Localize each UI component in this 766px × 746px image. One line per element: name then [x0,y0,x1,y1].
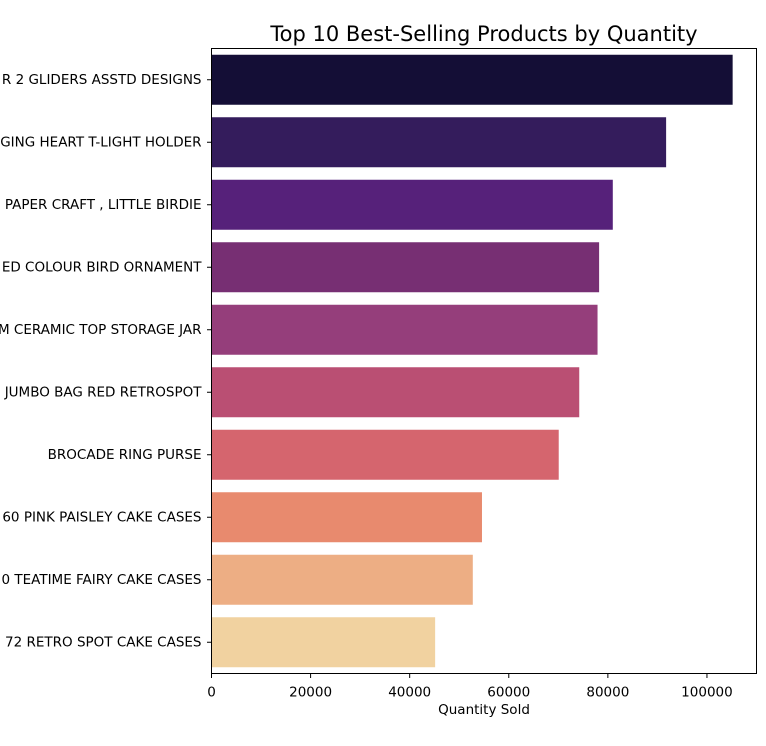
y-tick-label: R 2 GLIDERS ASSTD DESIGNS [2,72,202,88]
x-tick-label: 60000 [487,685,530,701]
x-tick-label: 40000 [388,685,431,701]
y-tick-label: BROCADE RING PURSE [48,447,202,463]
bar [211,179,613,230]
bar [211,617,436,668]
bar [211,554,473,605]
bar [211,304,598,355]
y-tick-label: 72 RETRO SPOT CAKE CASES [5,634,201,650]
bar [211,117,667,168]
y-tick-label: ED COLOUR BIRD ORNAMENT [2,259,202,275]
y-axis-tick-labels: R 2 GLIDERS ASSTD DESIGNS GING HEART T-LI… [0,72,212,650]
plot-area [211,54,733,668]
x-tick-label: 80000 [586,685,629,701]
bar [211,54,733,105]
y-tick-label: 0 TEATIME FAIRY CAKE CASES [1,572,201,588]
y-tick-label: M CERAMIC TOP STORAGE JAR [0,322,202,338]
y-tick-label: GING HEART T-LIGHT HOLDER [0,134,201,150]
x-tick-label: 20000 [289,685,332,701]
bar [211,429,559,480]
y-tick-label: PAPER CRAFT , LITTLE BIRDIE [5,197,202,213]
bar [211,367,580,418]
y-tick-label: JUMBO BAG RED RETROSPOT [4,384,203,400]
x-tick-label: 100000 [681,685,733,701]
x-axis-ticks: 0 20000 40000 60000 80000 100000 [207,673,733,701]
bar [211,242,600,293]
y-tick-label: 60 PINK PAISLEY CAKE CASES [2,509,201,525]
bar [211,492,482,543]
axes-frame [211,48,757,674]
chart-title: Top 10 Best-Selling Products by Quantity [269,22,697,46]
x-axis-label: Quantity Sold [438,702,530,718]
x-tick-label: 0 [207,685,216,701]
